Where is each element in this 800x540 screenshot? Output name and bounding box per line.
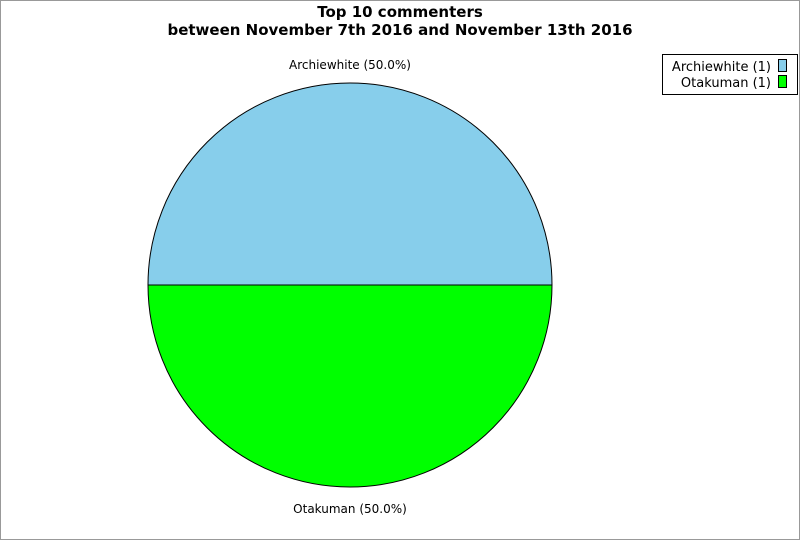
legend-label: Archiewhite (1) [672, 60, 771, 75]
legend: Archiewhite (1)Otakuman (1) [662, 54, 798, 95]
slice-label: Otakuman (50.0%) [293, 502, 407, 516]
legend-label: Otakuman (1) [681, 76, 771, 91]
chart-subtitle: between November 7th 2016 and November 1… [167, 21, 632, 39]
legend-box [662, 54, 798, 95]
chart-title: Top 10 commenters [317, 3, 483, 21]
legend-swatch [778, 75, 787, 88]
slice-label: Archiewhite (50.0%) [289, 58, 411, 72]
pie-slice-archiewhite [147, 82, 553, 286]
legend-swatch [778, 59, 787, 72]
pie-slice-otakuman [147, 284, 553, 488]
